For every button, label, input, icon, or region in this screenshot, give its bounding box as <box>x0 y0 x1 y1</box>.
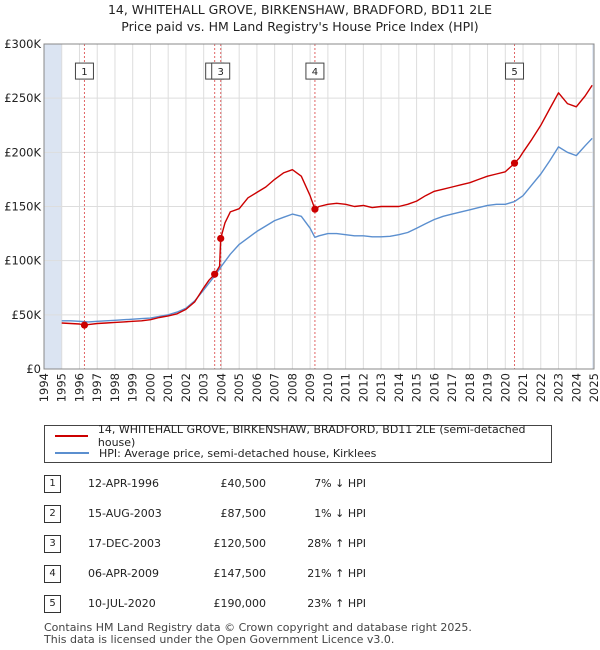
x-tick-label: 2000 <box>143 373 157 402</box>
x-tick-label: 2014 <box>392 373 406 402</box>
sale-number-badge: 3 <box>44 535 61 553</box>
x-tick-label: 2024 <box>569 373 583 402</box>
hpi-line <box>61 137 593 323</box>
sale-label: 4 <box>312 67 318 78</box>
x-tick-label: 2009 <box>303 373 317 402</box>
x-tick-label: 2003 <box>197 373 211 402</box>
y-tick-label: £200K <box>4 145 41 159</box>
x-tick-label: 2011 <box>339 373 353 402</box>
x-tick-label: 2013 <box>374 373 388 402</box>
sale-date: 17-DEC-2003 <box>88 537 162 550</box>
sale-row: 4 06-APR-2009 £147,500 21% ↑ HPI <box>44 565 564 585</box>
x-tick-label: 2023 <box>552 373 566 402</box>
sale-hpi-change: 21% ↑ HPI <box>307 567 366 580</box>
x-tick-label: 2025 <box>587 373 600 402</box>
sale-hpi-change: 1% ↓ HPI <box>314 507 366 520</box>
sale-point <box>510 159 519 167</box>
x-tick-label: 2017 <box>445 373 459 402</box>
sale-date: 12-APR-1996 <box>88 477 160 490</box>
sale-point <box>80 321 89 329</box>
x-tick-label: 2004 <box>214 373 228 402</box>
sale-number-badge: 4 <box>44 565 61 583</box>
x-tick-label: 1999 <box>126 373 140 402</box>
sale-label-box <box>211 62 231 80</box>
sale-row: 2 15-AUG-2003 £87,500 1% ↓ HPI <box>44 505 564 525</box>
plot-frame <box>43 43 595 370</box>
legend: 14, WHITEHALL GROVE, BIRKENSHAW, BRADFOR… <box>44 423 552 463</box>
sale-label: 5 <box>511 67 517 78</box>
sale-price: £87,500 <box>220 507 267 520</box>
chart-subtitle: Price paid vs. HM Land Registry's House … <box>121 19 479 34</box>
legend-label-hpi: HPI: Average price, semi-detached house,… <box>99 446 377 460</box>
footer-license: This data is licensed under the Open Gov… <box>44 633 395 646</box>
sale-hpi-change: 7% ↓ HPI <box>314 477 366 490</box>
x-tick-label: 2019 <box>481 373 495 402</box>
x-tick-label: 1995 <box>55 373 69 402</box>
x-tick-label: 2020 <box>498 373 512 402</box>
x-tick-label: 2007 <box>268 373 282 402</box>
sale-hpi-change: 28% ↑ HPI <box>307 537 366 550</box>
x-tick-label: 1996 <box>72 373 86 402</box>
sale-price: £190,000 <box>213 597 267 610</box>
sale-number-badge: 2 <box>44 505 61 523</box>
x-tick-label: 2016 <box>427 373 441 402</box>
legend-item-hpi: HPI: Average price, semi-detached house,… <box>55 445 376 461</box>
sale-row: 3 17-DEC-2003 £120,500 28% ↑ HPI <box>44 535 564 555</box>
chart-title: 14, WHITEHALL GROVE, BIRKENSHAW, BRADFOR… <box>107 2 493 17</box>
x-tick-label: 1994 <box>37 373 51 402</box>
price-paid-line <box>61 84 593 326</box>
x-tick-label: 2018 <box>463 373 477 402</box>
sale-row: 1 12-APR-1996 £40,500 7% ↓ HPI <box>44 475 564 495</box>
y-tick-label: £100K <box>4 254 41 268</box>
y-tick-label: £150K <box>4 200 41 214</box>
sale-price: £120,500 <box>213 537 267 550</box>
x-tick-label: 2015 <box>410 373 424 402</box>
sale-date: 06-APR-2009 <box>88 567 160 580</box>
footer-copyright: Contains HM Land Registry data © Crown c… <box>44 621 472 634</box>
x-tick-label: 2008 <box>285 373 299 402</box>
sale-price: £40,500 <box>220 477 267 490</box>
sale-label-box <box>505 62 525 80</box>
sale-label-box <box>74 62 94 80</box>
x-tick-label: 2005 <box>232 373 246 402</box>
sale-row: 5 10-JUL-2020 £190,000 23% ↑ HPI <box>44 595 564 615</box>
price-chart: 12345 £0£50K£100K£150K£200K£250K£300K199… <box>4 37 600 402</box>
legend-label-price-paid: 14, WHITEHALL GROVE, BIRKENSHAW, BRADFOR… <box>97 423 526 449</box>
sale-date: 15-AUG-2003 <box>88 507 162 520</box>
sale-point <box>211 270 219 278</box>
x-tick-label: 2021 <box>516 373 530 402</box>
legend-item-price-paid: 14, WHITEHALL GROVE, BIRKENSHAW, BRADFOR… <box>55 423 551 449</box>
sale-number-badge: 5 <box>44 595 61 613</box>
x-tick-label: 2010 <box>321 373 335 402</box>
x-tick-label: 2001 <box>161 373 175 402</box>
y-tick-label: £250K <box>4 91 41 105</box>
legend-swatch-hpi <box>55 452 89 454</box>
legend-swatch-price-paid <box>55 435 88 437</box>
x-tick-label: 1998 <box>108 373 122 402</box>
sale-price: £147,500 <box>213 567 267 580</box>
x-tick-label: 2012 <box>356 373 370 402</box>
y-tick-label: £0 <box>26 362 41 376</box>
sale-point <box>217 234 225 243</box>
x-tick-label: 1997 <box>90 373 104 402</box>
sale-label: 1 <box>81 67 87 78</box>
sale-point <box>311 205 319 213</box>
sale-hpi-change: 23% ↑ HPI <box>307 597 366 610</box>
x-tick-label: 2002 <box>179 373 193 402</box>
sale-label-box <box>305 62 325 80</box>
x-tick-label: 2006 <box>250 373 264 402</box>
y-tick-label: £50K <box>12 308 42 322</box>
sale-label: 3 <box>218 67 224 78</box>
sale-date: 10-JUL-2020 <box>88 597 156 610</box>
y-tick-label: £300K <box>4 37 41 51</box>
sale-number-badge: 1 <box>44 475 61 493</box>
x-tick-label: 2022 <box>534 373 548 402</box>
